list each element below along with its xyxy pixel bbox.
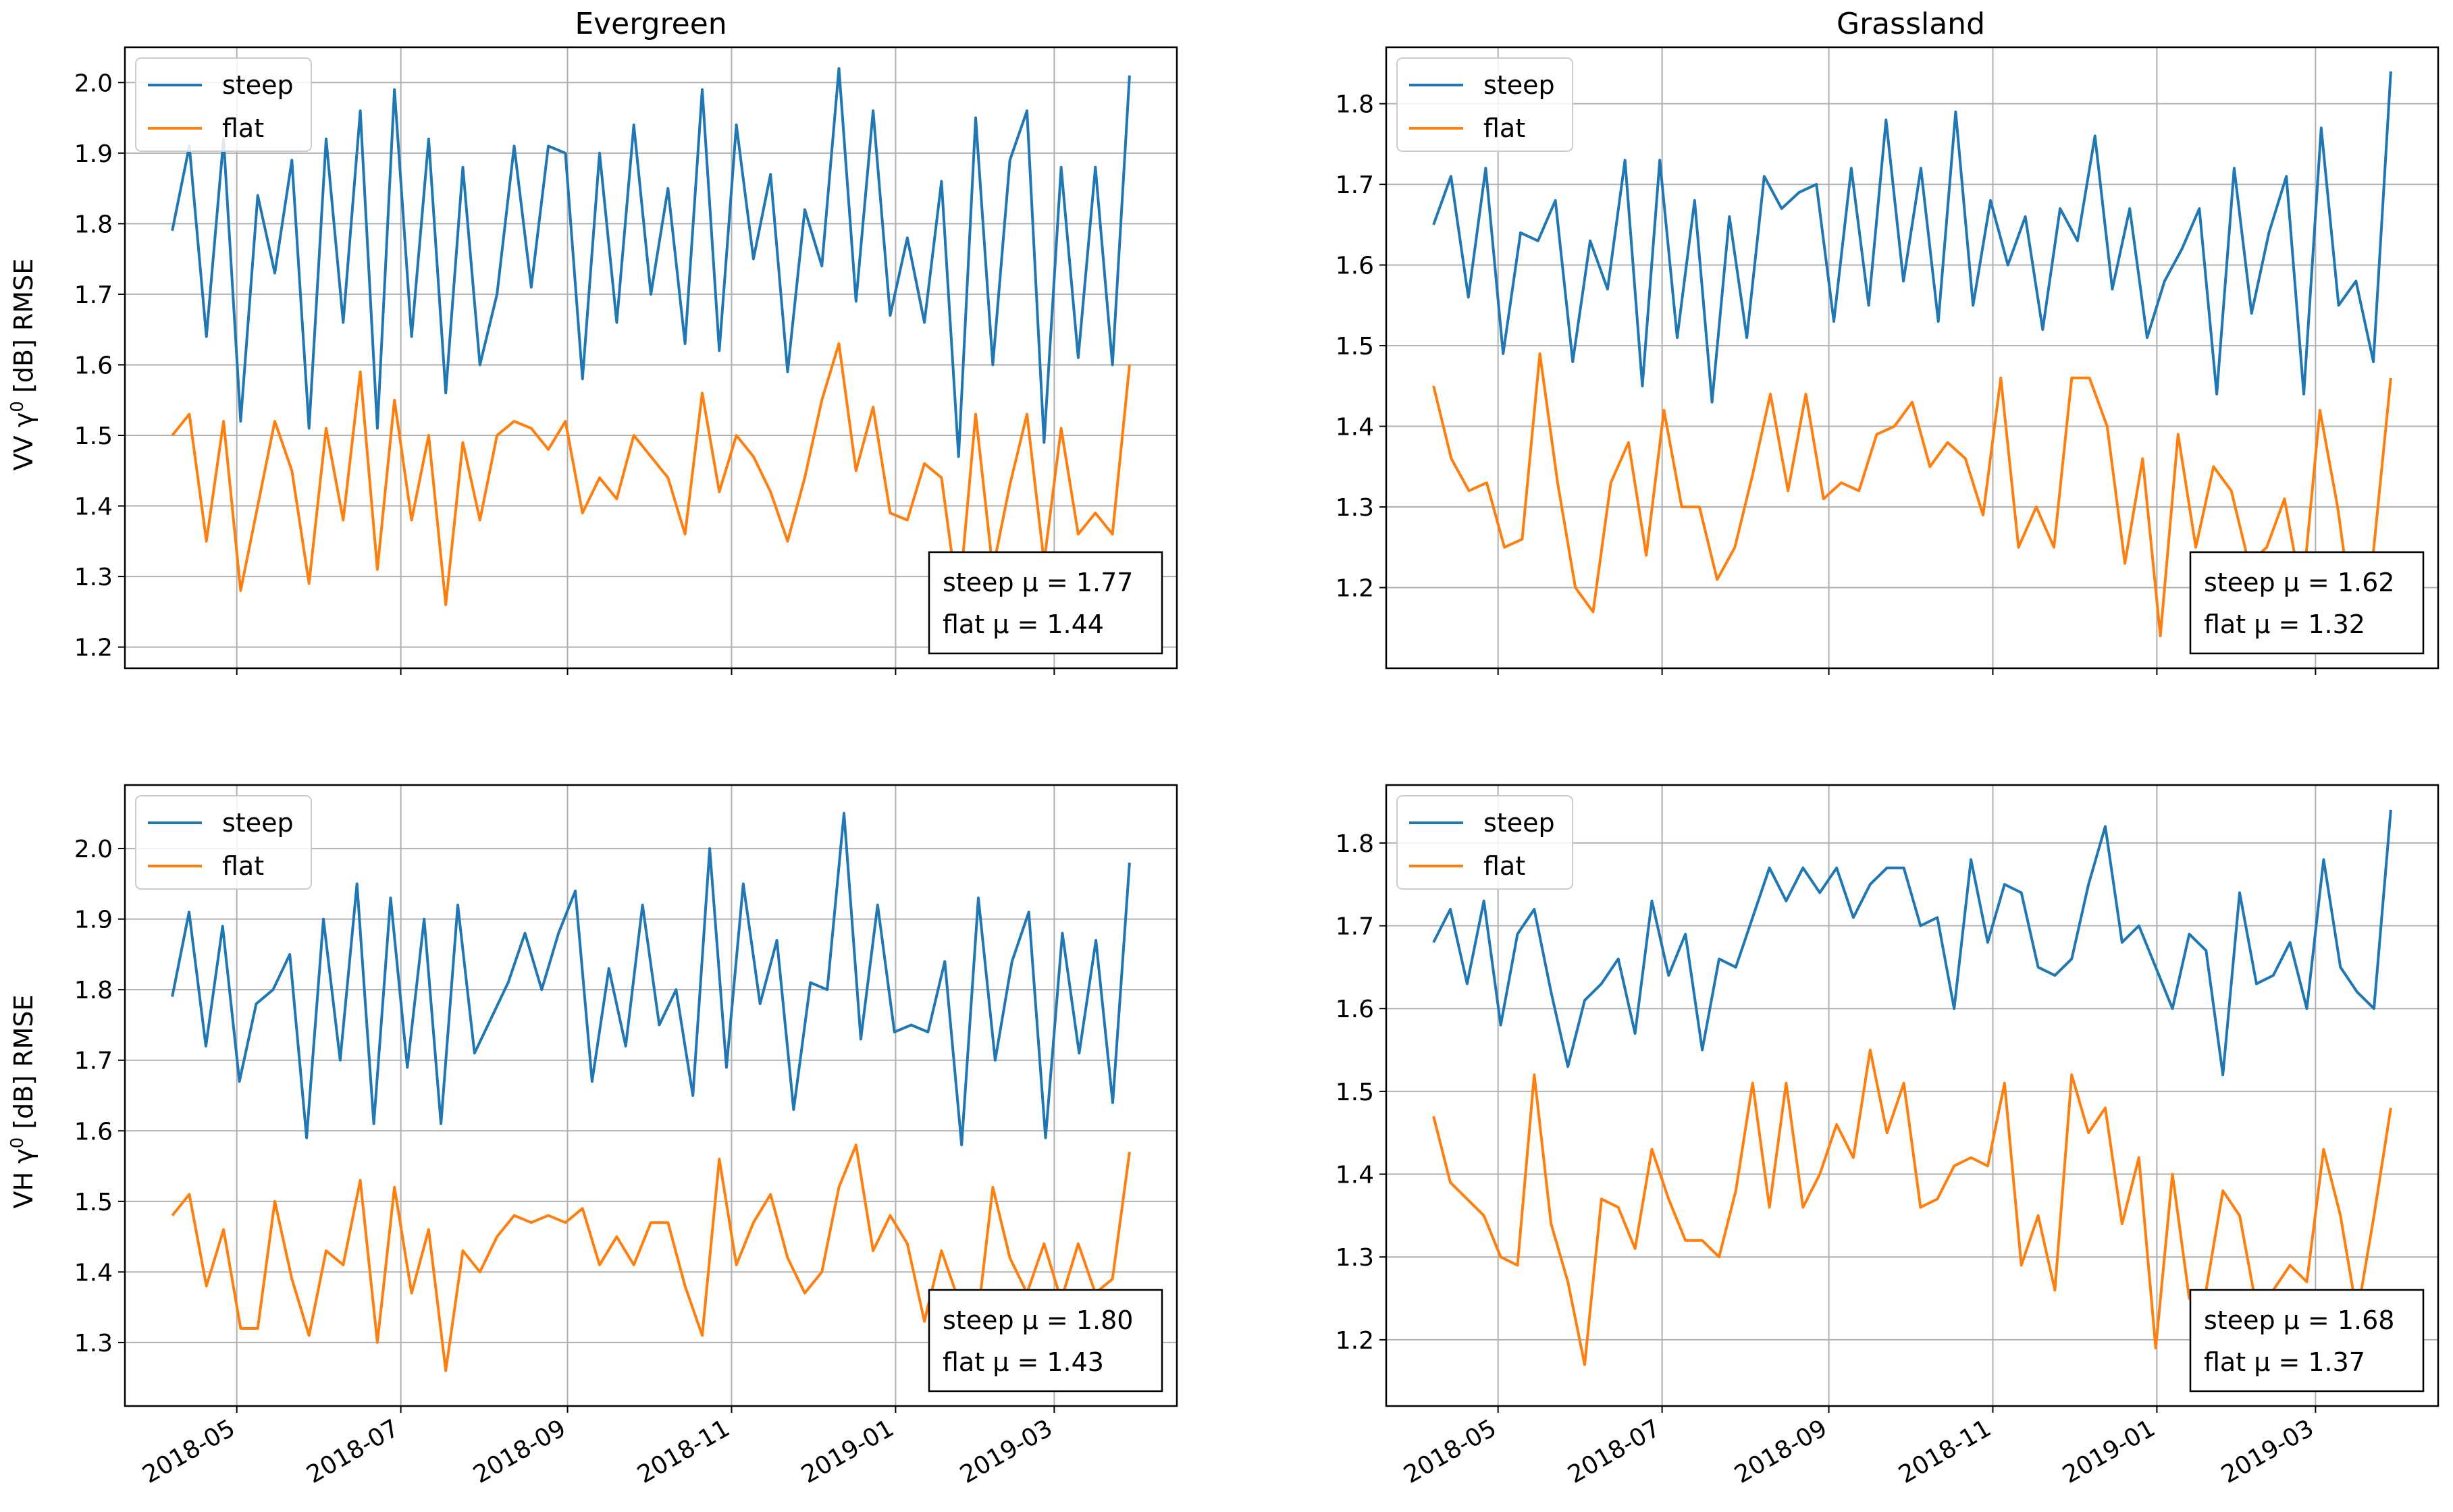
series-line-steep [171,67,1131,458]
x-tick-label: 2018-05 [138,1414,240,1489]
stats-annotation-box [2189,1289,2425,1393]
x-tick-label: 2018-05 [1399,1414,1501,1489]
stats-annotation-flat: flat μ = 1.37 [2204,1347,2365,1377]
y-tick-label: 1.3 [74,564,113,591]
stats-annotation-flat: flat μ = 1.44 [943,610,1104,639]
y-tick-label: 1.3 [1336,1244,1374,1272]
stats-annotation-box [928,1289,1163,1393]
legend-label-flat: flat [1483,851,1525,881]
panel-top-left: 1.2 1.3 1.4 1.5 1.6 1.7 1.8 1.9 2.0 steep flat stee… [74,46,1178,675]
x-tick-label: 2019-01 [797,1414,899,1489]
y-tick-label: 1.8 [1336,91,1374,119]
y-axis-label-vh-main: VH γ [9,1148,38,1208]
legend-label-flat: flat [1483,113,1525,143]
panel-bottom-left: 1.3 1.4 1.5 1.6 1.7 1.8 1.9 2.0 2018-05 2018-07 20… [74,784,1178,1489]
y-tick-label: 1.8 [74,211,113,238]
panel-top-right: 1.2 1.3 1.4 1.5 1.6 1.7 1.8 steep flat steep μ = … [1336,46,2439,675]
legend-label-steep: steep [1483,70,1555,100]
stats-annotation-flat: flat μ = 1.43 [943,1347,1104,1377]
x-tick-label: 2018-09 [469,1414,571,1489]
y-axis-label-vh-rest: [dB] RMSE [9,994,38,1137]
y-tick-label: 1.5 [74,1189,113,1216]
stats-annotation-steep: steep μ = 1.62 [2204,568,2394,597]
y-tick-label: 1.8 [74,977,113,1004]
y-tick-label: 1.7 [74,1048,113,1075]
y-tick-label: 2.0 [74,70,113,97]
y-tick-label: 1.5 [74,423,113,450]
x-tick-label: 2018-07 [1563,1414,1665,1489]
legend-label-flat: flat [222,113,264,143]
x-tick-label: 2018-07 [302,1414,404,1489]
y-tick-label: 1.3 [1336,494,1374,522]
y-tick-label: 1.8 [1336,830,1374,858]
y-axis-label-vv: VV γ0 [dB] RMSE [7,259,38,470]
panel-title-grassland: Grassland [1837,7,1985,41]
x-tick-label: 2018-11 [633,1414,735,1489]
axes-frame [1385,46,2439,670]
stats-annotation-flat: flat μ = 1.32 [2204,610,2365,639]
y-tick-label: 1.5 [1336,333,1374,360]
y-tick-label: 1.6 [1336,252,1374,280]
series-line-steep [171,811,1131,1147]
stats-annotation-steep: steep μ = 1.68 [2204,1305,2394,1335]
y-axis-label-vh: VH γ0 [dB] RMSE [7,994,38,1208]
axes-frame [124,784,1178,1407]
x-tick-label: 2018-09 [1730,1414,1832,1489]
y-tick-label: 1.7 [1336,171,1374,199]
y-tick-label: 1.2 [1336,575,1374,603]
y-tick-label: 1.6 [74,1118,113,1145]
legend-label-steep: steep [222,70,294,100]
panel-title-evergreen: Evergreen [575,7,727,41]
legend-label-steep: steep [222,808,294,838]
series-line-flat [171,342,1131,606]
series-line-steep [1432,71,2392,404]
x-tick-label: 2018-11 [1894,1414,1996,1489]
y-tick-label: 1.4 [74,1259,113,1287]
x-tick-label: 2019-03 [955,1414,1057,1489]
y-tick-label: 1.9 [74,140,113,168]
axes-frame [124,46,1178,670]
y-tick-label: 1.2 [1336,1327,1374,1355]
y-tick-label: 1.4 [74,493,113,521]
y-tick-label: 1.7 [1336,913,1374,941]
y-tick-label: 2.0 [74,836,113,863]
stats-annotation-box [928,551,1163,655]
axes-frame [1385,784,2439,1407]
y-tick-label: 1.7 [74,281,113,309]
stats-annotation-steep: steep μ = 1.80 [943,1305,1133,1335]
panel-bottom-right: 1.2 1.3 1.4 1.5 1.6 1.7 1.8 2018-05 2018-07 2018-… [1336,784,2439,1489]
y-axis-label-vv-rest: [dB] RMSE [9,259,38,401]
y-tick-label: 1.3 [74,1330,113,1357]
y-tick-label: 1.5 [1336,1079,1374,1106]
series-line-steep [1432,809,2392,1077]
series-line-flat [1432,352,2392,638]
y-tick-label: 1.6 [74,352,113,379]
y-tick-label: 1.4 [1336,414,1374,441]
x-tick-label: 2019-01 [2058,1414,2160,1489]
y-axis-label-vv-main: VV γ [9,412,38,471]
x-tick-label: 2019-03 [2217,1414,2319,1489]
y-tick-label: 1.9 [74,907,113,934]
y-axis-label-vh-sup: 0 [7,1137,28,1149]
y-tick-label: 1.6 [1336,996,1374,1023]
legend-label-steep: steep [1483,808,1555,838]
stats-annotation-box [2189,551,2425,655]
y-tick-label: 1.4 [1336,1162,1374,1189]
stats-annotation-steep: steep μ = 1.77 [943,568,1133,597]
y-tick-label: 1.2 [74,634,113,662]
y-axis-label-vv-sup: 0 [7,401,28,412]
series-line-flat [1432,1048,2392,1366]
legend-label-flat: flat [222,851,264,881]
